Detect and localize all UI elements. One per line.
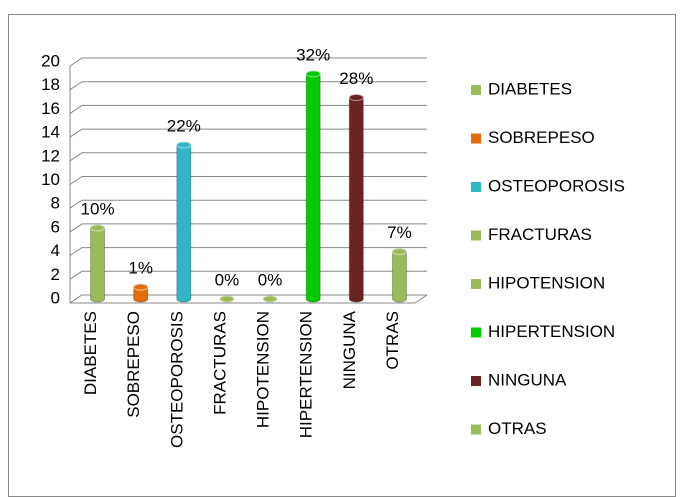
legend-swatch	[471, 376, 481, 386]
legend-label: HIPOTENSION	[488, 273, 605, 292]
x-tick-label: HIPOTENSION	[254, 311, 273, 428]
legend-swatch	[471, 424, 481, 435]
bar	[90, 224, 106, 303]
y-tick-label: 0	[51, 288, 60, 307]
y-tick-label: 14	[41, 123, 60, 142]
value-label: 10%	[81, 199, 115, 218]
y-tick-label: 16	[41, 99, 60, 118]
y-tick-label: 4	[51, 241, 60, 260]
y-tick-label: 12	[41, 146, 60, 165]
bar-top	[219, 295, 235, 303]
bar-top	[262, 295, 278, 303]
bar-top	[90, 224, 106, 232]
legend-label: OSTEOPOROSIS	[488, 176, 625, 195]
bar	[391, 248, 407, 303]
value-label: 32%	[296, 45, 330, 64]
bar-top	[391, 248, 407, 256]
bar	[348, 94, 364, 303]
bar-top	[176, 141, 192, 149]
value-label: 22%	[167, 116, 201, 135]
x-tick-label: SOBREPESO	[124, 311, 143, 418]
grid-line	[69, 57, 427, 67]
bar-top	[305, 70, 321, 78]
value-label: 1%	[128, 259, 153, 278]
legend-label: FRACTURAS	[488, 225, 592, 244]
legend-swatch	[471, 230, 481, 241]
x-tick-label: FRACTURAS	[210, 311, 229, 415]
bar-top	[133, 283, 149, 291]
x-tick-label: OTRAS	[383, 311, 402, 370]
value-label: 7%	[387, 223, 412, 242]
legend-swatch	[471, 327, 481, 338]
y-tick-label: 20	[41, 51, 60, 70]
legend-swatch	[471, 85, 481, 95]
x-tick-label: HIPERTENSION	[297, 311, 316, 438]
legend-label: OTRAS	[488, 419, 547, 438]
y-tick-label: 10	[41, 170, 60, 189]
x-tick-label: NINGUNA	[340, 310, 359, 389]
x-tick-label: OSTEOPOROSIS	[167, 311, 186, 448]
y-tick-label: 6	[51, 217, 60, 236]
legend-swatch	[471, 279, 481, 289]
y-tick-label: 2	[51, 265, 60, 284]
chart-frame	[8, 14, 676, 497]
y-tick-label: 18	[41, 75, 60, 94]
x-tick-label: DIABETES	[81, 311, 100, 395]
legend-label: SOBREPESO	[488, 128, 595, 147]
value-label: 0%	[215, 270, 240, 289]
legend-swatch	[471, 182, 481, 192]
legend-swatch	[471, 133, 481, 144]
legend-label: DIABETES	[488, 79, 572, 98]
legend-label: NINGUNA	[488, 370, 567, 389]
legend-label: HIPERTENSION	[488, 322, 615, 341]
value-label: 28%	[339, 69, 373, 88]
bar	[305, 70, 321, 303]
bar	[176, 141, 192, 303]
value-label: 0%	[258, 270, 283, 289]
bar-top	[348, 94, 364, 102]
y-tick-label: 8	[51, 194, 60, 213]
